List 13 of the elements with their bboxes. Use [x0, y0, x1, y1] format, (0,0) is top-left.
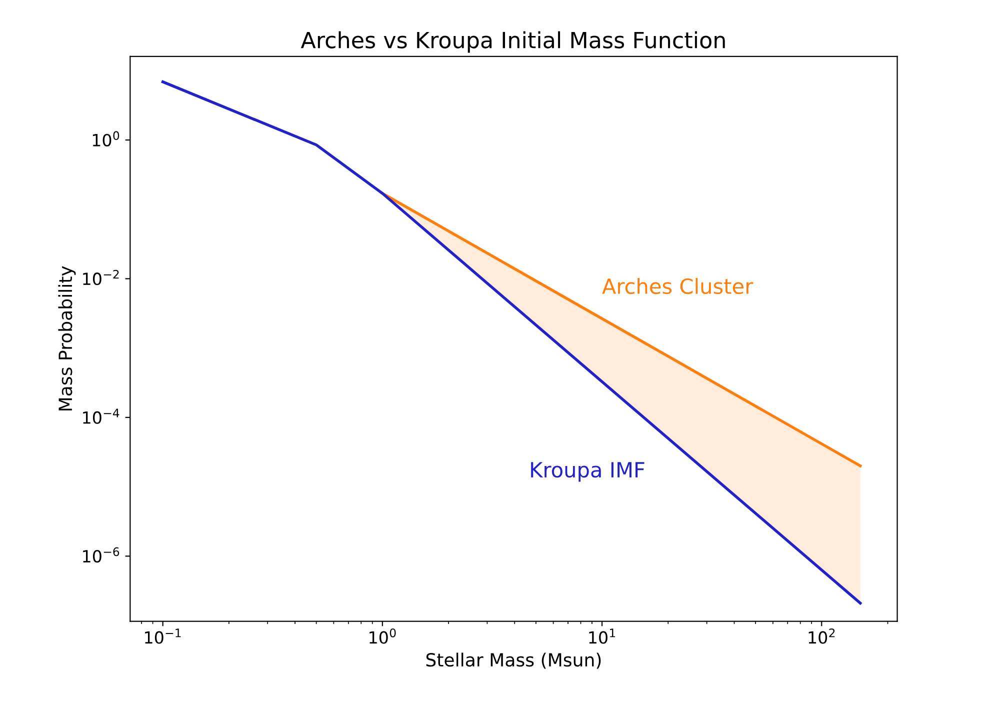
y-tick-label: 10$^{0}$ — [92, 131, 120, 146]
x-tick-label: 10$^{1}$ — [589, 628, 616, 644]
series-label: Kroupa IMF — [531, 462, 644, 482]
y-tick-label: 10$^{−2}$ — [83, 270, 119, 286]
y-tick-label: 10$^{−4}$ — [83, 408, 120, 424]
y-tick-label: 10$^{−6}$ — [83, 547, 120, 563]
x-tick-label: 10$^{2}$ — [808, 628, 835, 644]
x-axis-title: Stellar Mass (Msun) — [426, 652, 601, 669]
y-axis-title: Mass Probability — [58, 266, 76, 410]
series-label: Arches Cluster — [602, 278, 754, 294]
x-tick-label: 10$^{−1}$ — [145, 628, 181, 644]
x-tick-label: 10$^{0}$ — [370, 628, 396, 644]
chart-title: Arches vs Kroupa Initial Mass Function — [300, 31, 725, 53]
